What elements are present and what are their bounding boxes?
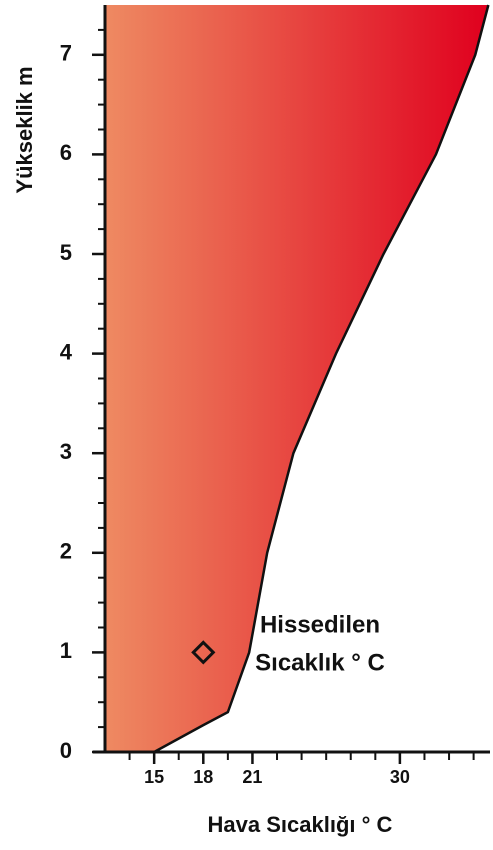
x-axis-label: Hava Sıcaklığı ° C bbox=[208, 812, 393, 837]
marker bbox=[191, 640, 216, 665]
y-axis-label: Yükseklik m bbox=[12, 66, 37, 193]
y-tick-label: 5 bbox=[60, 240, 72, 265]
y-tick-label: 4 bbox=[60, 339, 73, 364]
y-tick-label: 0 bbox=[60, 738, 72, 763]
y-tick-label: 7 bbox=[60, 41, 72, 66]
x-tick-label: 18 bbox=[193, 767, 213, 787]
y-tick-label: 1 bbox=[60, 638, 72, 663]
y-tick-label: 6 bbox=[60, 140, 72, 165]
area-edge bbox=[153, 4, 490, 754]
area-fill bbox=[105, 5, 489, 752]
marker-label: Sıcaklık ° C bbox=[255, 649, 385, 676]
marker-label: Hissedilen bbox=[260, 611, 380, 638]
x-tick-label: 15 bbox=[144, 767, 164, 787]
y-tick-label: 2 bbox=[60, 539, 72, 564]
x-tick-label: 21 bbox=[242, 767, 262, 787]
x-tick-label: 30 bbox=[390, 767, 410, 787]
y-tick-label: 3 bbox=[60, 439, 72, 464]
